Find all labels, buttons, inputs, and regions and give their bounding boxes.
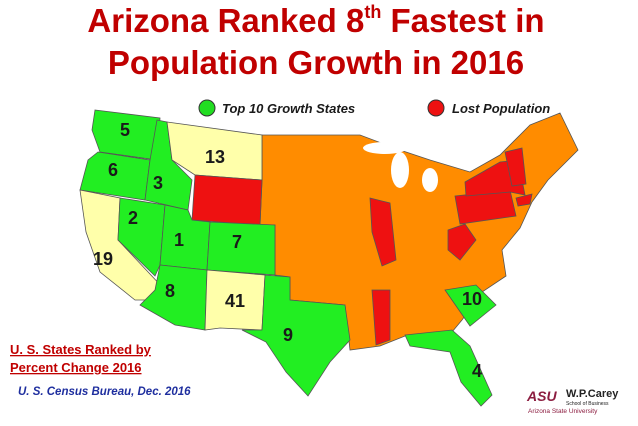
state-rank: 4 <box>472 361 482 381</box>
state <box>79 151 151 201</box>
title-superscript: th <box>364 2 381 22</box>
source: U. S. Census Bureau, Dec. 2016 <box>18 386 191 398</box>
state <box>191 174 263 226</box>
state <box>91 109 161 161</box>
logo: ASU W.P.Carey School of Business Arizona… <box>526 388 619 415</box>
state-rank: 8 <box>165 281 175 301</box>
state-rank: 9 <box>283 325 293 345</box>
title-line-2: Population Growth in 2016 <box>108 44 524 81</box>
legend-label: Top 10 Growth States <box>222 101 355 116</box>
logo-school: School of Business <box>566 401 609 407</box>
state-rank: 6 <box>108 160 118 180</box>
state <box>371 289 391 346</box>
state-rank: 7 <box>232 232 242 252</box>
state <box>504 147 527 187</box>
state-rank: 41 <box>225 291 245 311</box>
lake <box>391 152 409 188</box>
state <box>404 329 493 407</box>
state <box>117 197 166 277</box>
state <box>369 197 397 267</box>
lake <box>363 142 407 154</box>
state <box>206 221 276 276</box>
title-part: Arizona Ranked 8 <box>87 2 364 39</box>
note-line: Percent Change 2016 <box>10 360 142 375</box>
state-rank: 1 <box>174 230 184 250</box>
state-rank: 3 <box>153 173 163 193</box>
lake <box>422 168 438 192</box>
state-rank: 13 <box>205 147 225 167</box>
state-rank: 10 <box>462 289 482 309</box>
legend-label: Lost Population <box>452 101 550 116</box>
logo-mark: ASU <box>526 388 557 404</box>
state-rank: 19 <box>93 249 113 269</box>
state <box>241 274 351 397</box>
logo-university: Arizona State University <box>528 408 598 415</box>
title-part: Fastest in <box>381 2 544 39</box>
note-line: U. S. States Ranked by <box>10 342 152 357</box>
state <box>515 193 533 207</box>
us-map <box>79 109 579 407</box>
state-rank: 5 <box>120 120 130 140</box>
logo-name: W.P.Carey <box>566 388 619 400</box>
state <box>447 223 477 261</box>
title-line-1: Arizona Ranked 8th Fastest in <box>87 2 544 39</box>
state <box>204 269 266 331</box>
state-rank: 2 <box>128 208 138 228</box>
legend-swatch-lost <box>427 99 445 117</box>
legend-swatch-growth <box>198 99 216 117</box>
state <box>444 284 497 327</box>
